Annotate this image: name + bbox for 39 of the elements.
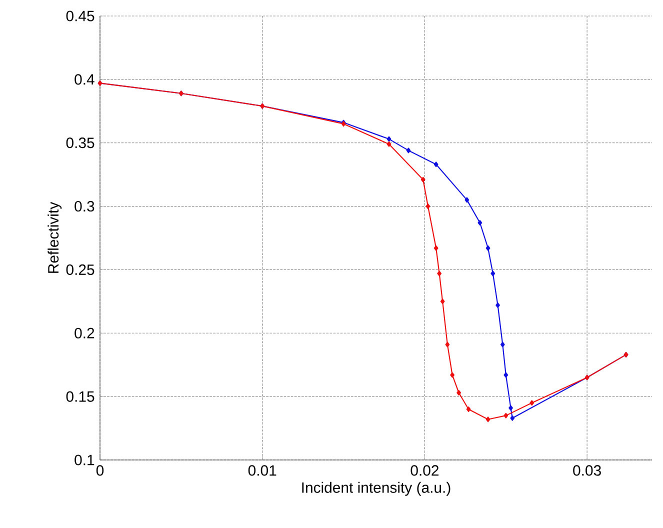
x-tick-label: 0.02: [410, 465, 439, 476]
y-tick-label: 0.3: [74, 200, 94, 212]
y-tick-label: 0.1: [74, 454, 94, 466]
point: [445, 342, 450, 348]
point: [490, 270, 496, 276]
point: [440, 298, 445, 304]
point: [456, 390, 462, 396]
point: [486, 416, 490, 422]
point: [437, 270, 442, 276]
point: [504, 372, 508, 378]
point: [420, 176, 426, 182]
point: [386, 136, 392, 142]
x-axis-title: Incident intensity (a.u.): [302, 482, 450, 496]
point: [466, 406, 471, 412]
y-tick-label: 0.15: [66, 391, 94, 402]
x-tick-label: 0.01: [248, 465, 276, 476]
y-tick-label: 0.45: [66, 10, 94, 22]
point: [406, 148, 411, 154]
point: [510, 415, 515, 421]
point: [508, 405, 513, 411]
point: [530, 400, 534, 406]
x-tick-label: 0.03: [573, 465, 601, 476]
point: [486, 245, 490, 251]
point: [434, 245, 438, 251]
y-tick-label: 0.4: [74, 74, 94, 85]
y-tick-label: 0.35: [66, 138, 94, 148]
point: [386, 141, 392, 147]
point: [450, 372, 455, 378]
point: [464, 197, 470, 203]
y-tick-label: 0.25: [66, 264, 94, 275]
point: [426, 204, 430, 210]
x-tick-label: 0: [96, 465, 104, 476]
y-axis-title: Reflectivity: [48, 202, 62, 273]
point: [504, 412, 508, 418]
point: [500, 342, 505, 348]
point: [478, 220, 482, 226]
point: [496, 302, 500, 308]
point: [434, 162, 438, 168]
y-tick-label: 0.2: [74, 328, 94, 338]
